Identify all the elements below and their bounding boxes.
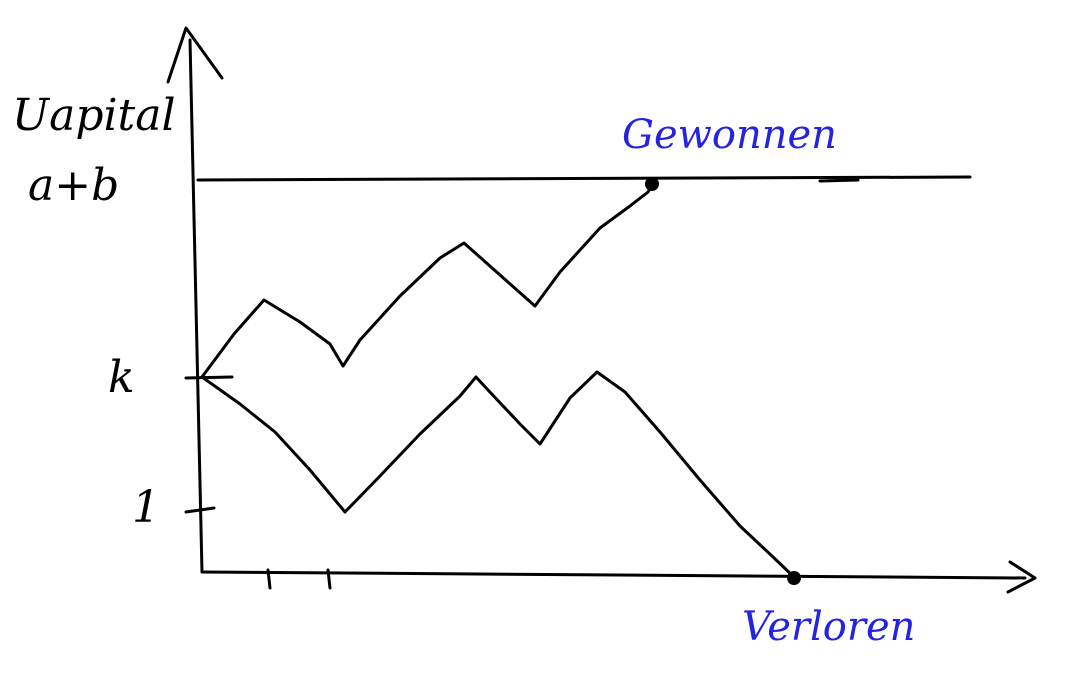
y-axis-arrowhead xyxy=(166,26,224,84)
y-axis xyxy=(188,38,204,574)
tick-1 xyxy=(184,506,216,514)
x-axis-arrowhead xyxy=(1006,560,1037,594)
lower-path-loss xyxy=(200,370,797,580)
upper-path-win xyxy=(200,180,656,379)
won-label: Gewonnen xyxy=(622,112,837,158)
upper-bound-stroke xyxy=(818,178,860,183)
loss-endpoint-dot xyxy=(787,571,801,585)
x-tick-1 xyxy=(266,568,272,590)
level-one-label: 1 xyxy=(132,482,160,533)
win-endpoint-dot xyxy=(645,177,659,191)
tick-k xyxy=(184,375,234,380)
x-tick-2 xyxy=(326,568,332,590)
start-level-label: k xyxy=(108,352,135,403)
upper-bound-line xyxy=(196,175,972,182)
x-axis xyxy=(200,570,1027,580)
y-axis-label: Uapital xyxy=(12,90,176,141)
lost-label: Verloren xyxy=(742,604,915,650)
upper-bound-label: a+b xyxy=(28,160,119,211)
